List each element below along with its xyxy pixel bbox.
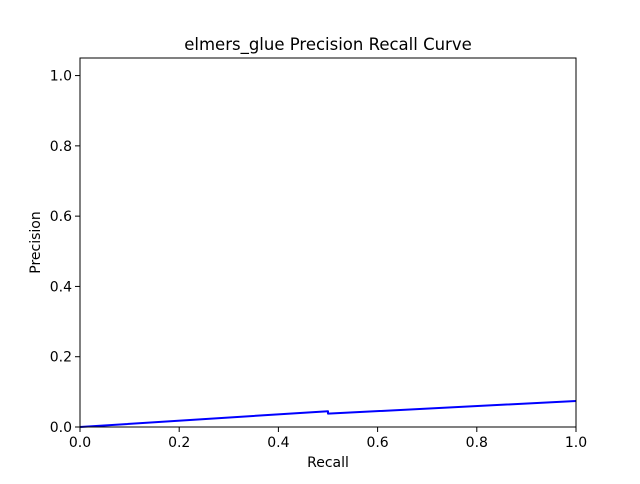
y-axis-label: Precision <box>28 211 44 273</box>
x-tick-label: 0.0 <box>69 435 91 451</box>
plot-frame <box>79 57 577 428</box>
y-tick-label: 1.0 <box>50 69 72 85</box>
x-tick-label: 0.6 <box>366 435 388 451</box>
y-tick-label: 0.6 <box>50 209 72 225</box>
precision-recall-line <box>79 399 577 428</box>
y-tick-label: 0.0 <box>50 420 72 436</box>
x-tick-label: 0.4 <box>267 435 289 451</box>
x-axis-ticks: 0.0 0.2 0.4 0.6 0.8 1.0 <box>69 427 587 451</box>
x-axis-label: Recall <box>307 455 349 471</box>
y-tick-label: 0.4 <box>50 279 72 295</box>
x-tick-label: 0.8 <box>466 435 488 451</box>
x-tick-label: 1.0 <box>565 435 587 451</box>
plot-area <box>80 58 576 427</box>
y-tick-label: 0.8 <box>50 139 72 155</box>
x-tick-label: 0.2 <box>168 435 190 451</box>
series-layer <box>79 399 577 428</box>
chart-title: elmers_glue Precision Recall Curve <box>184 35 472 55</box>
y-tick-label: 0.2 <box>50 350 72 366</box>
y-axis-ticks: 0.0 0.2 0.4 0.6 0.8 1.0 <box>50 69 80 436</box>
